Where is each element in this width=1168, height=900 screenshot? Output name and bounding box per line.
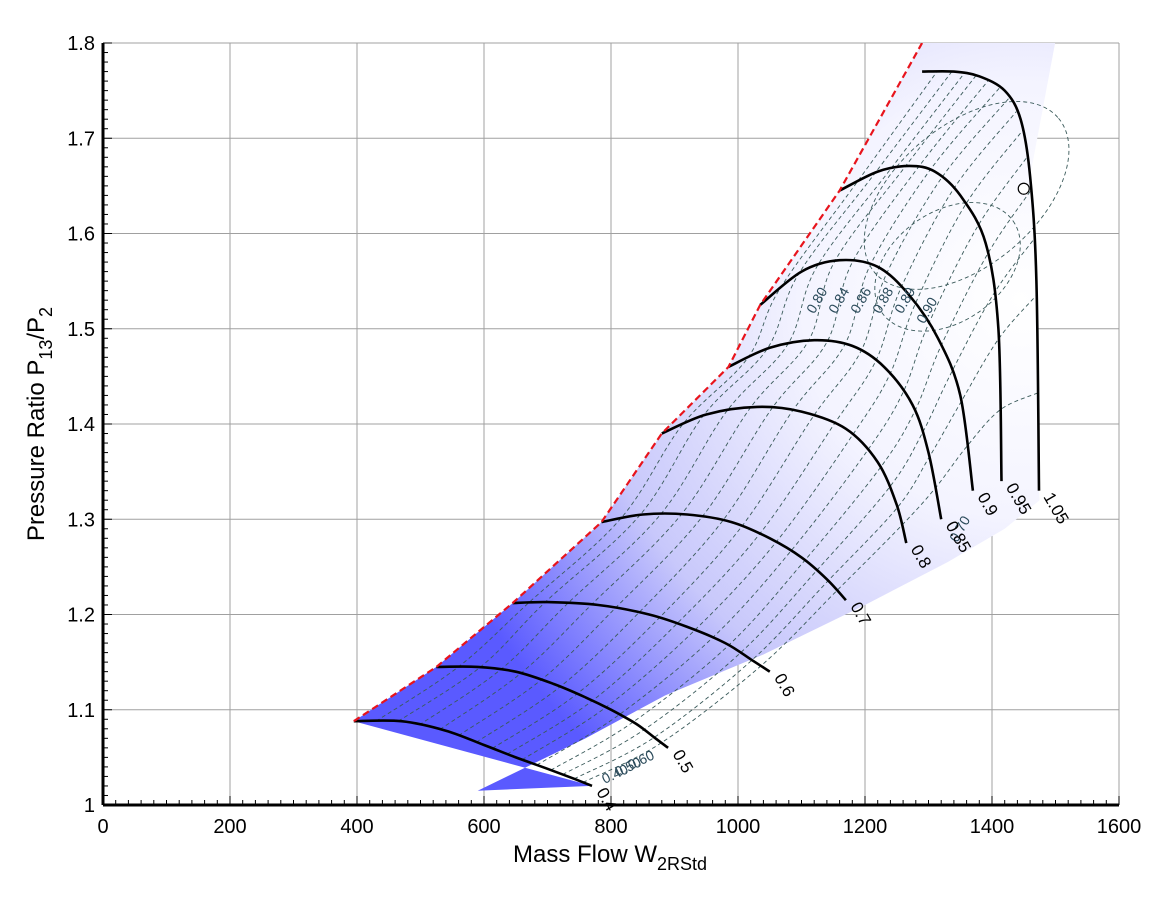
y-tick-label: 1.8 [67,33,95,55]
speed-line-0.85 [727,338,943,520]
y-tick-label: 1.3 [67,509,95,531]
efficiency-contour [562,238,1035,775]
x-tick-label: 1600 [1097,816,1142,838]
efficiency-contour [521,130,1023,761]
efficiency-contour [458,80,989,736]
x-tick-label: 200 [213,816,246,838]
efficiency-contour [375,71,938,722]
efficiency-contour-peak [874,202,1021,332]
x-tick-label: 1200 [843,816,888,838]
x-tick-label: 1400 [970,816,1015,838]
efficiency-contour [573,294,1037,780]
speed-line-0.8 [661,405,908,544]
speed-line-1.05 [922,69,1041,491]
efficiency-contours [375,71,1070,783]
speed-label: 0.4 [592,784,620,814]
operating-map-region [353,43,1056,791]
operating-point-marker [1017,182,1030,195]
y-axis-title: Pressure Ratio P13/P2 [23,307,56,541]
speed-line-0.5 [436,665,669,749]
speed-line-0.9 [759,258,975,491]
speed-line-0.4 [353,719,593,788]
speed-label: 0.5 [669,746,697,776]
x-tick-label: 1000 [716,816,761,838]
y-tick-label: 1.7 [67,128,95,150]
efficiency-contour [418,73,965,726]
y-tick-label: 1.5 [67,319,95,341]
x-tick-label: 600 [467,816,500,838]
efficiency-contour [476,87,1000,743]
y-tick-label: 1.2 [67,605,95,627]
speed-line-0.7 [601,512,847,602]
efficiency-contour [582,392,1038,783]
x-axis-title: Mass Flow W2RStd [513,841,707,874]
speed-line-0.95 [839,164,1003,482]
speed-lines [353,69,1041,788]
surge-line [353,43,924,723]
y-tick-label: 1.6 [67,224,95,246]
speed-label: 1.05 [1040,489,1073,527]
y-tick-label: 1.1 [67,700,95,722]
y-tick-label: 1.4 [67,414,95,436]
speed-label: 0.6 [770,670,798,700]
efficiency-contour [536,157,1028,766]
x-tick-label: 800 [594,816,627,838]
efficiency-contour [492,97,1010,749]
y-tick-label: 1 [84,795,95,817]
efficiency-contour [507,111,1017,755]
x-tick-label: 0 [97,816,108,838]
speed-line-0.6 [512,600,771,673]
x-tick-label: 400 [340,816,373,838]
axes [101,42,1120,807]
tick-labels: 0 200 400 600 800 1000 1200 1400 1600 1 1.1 1.2 1.3 1… [67,33,1141,838]
efficiency-contour [550,190,1032,771]
